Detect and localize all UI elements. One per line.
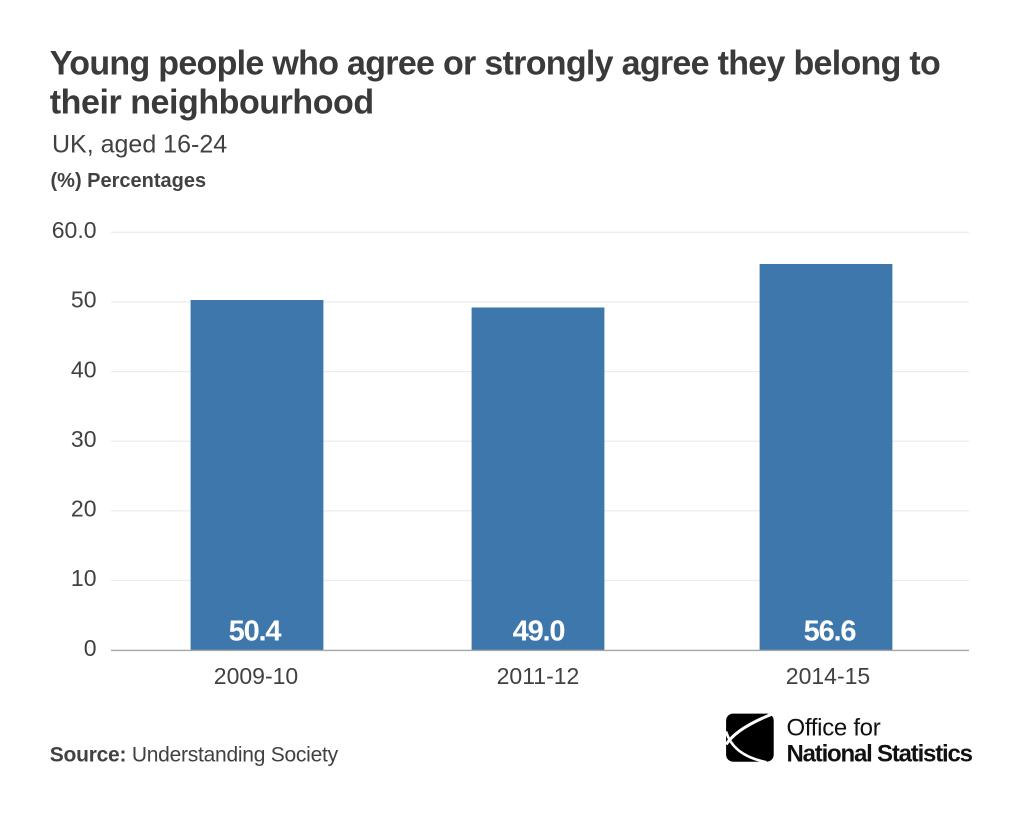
svg-text:56.6: 56.6: [804, 615, 857, 647]
svg-text:10: 10: [71, 565, 97, 591]
svg-text:20: 20: [71, 496, 97, 522]
svg-text:Office for: Office for: [787, 714, 881, 741]
svg-text:National Statistics: National Statistics: [787, 741, 973, 768]
svg-text:30: 30: [71, 426, 97, 452]
svg-text:2011-12: 2011-12: [497, 663, 580, 689]
svg-text:49.0: 49.0: [513, 615, 565, 647]
svg-text:50: 50: [71, 287, 97, 313]
svg-text:2009-10: 2009-10: [214, 663, 298, 689]
svg-text:2014-15: 2014-15: [786, 663, 870, 689]
svg-text:60.0: 60.0: [52, 217, 97, 243]
svg-text:Young people who agree or stro: Young people who agree or strongly agree…: [50, 44, 940, 82]
svg-text:(%) Percentages: (%) Percentages: [51, 170, 207, 192]
svg-text:0: 0: [84, 635, 97, 661]
svg-text:UK, aged 16-24: UK, aged 16-24: [52, 131, 227, 159]
svg-text:Source: Understanding Society: Source: Understanding Society: [50, 744, 339, 767]
svg-text:40: 40: [71, 356, 97, 382]
svg-text:50.4: 50.4: [229, 615, 282, 647]
svg-text:their neighbourhood: their neighbourhood: [50, 84, 374, 122]
